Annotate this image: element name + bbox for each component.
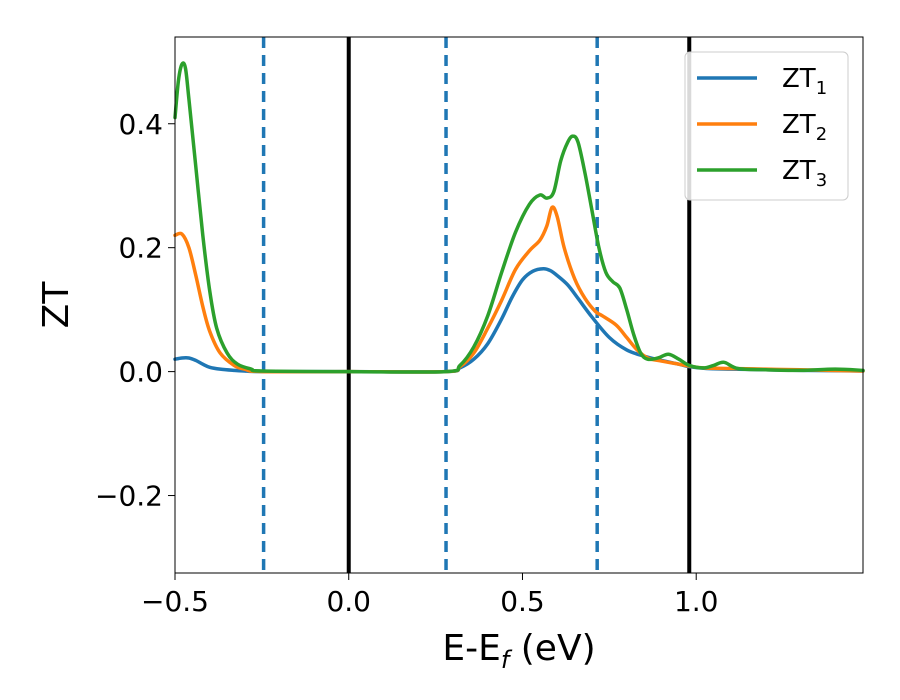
series-line-zt1 (173, 266, 865, 374)
legend-label-zt1: ZT1 (782, 64, 827, 99)
x-tick-label: −0.5 (141, 585, 209, 618)
series-line-zt3 (173, 61, 865, 374)
y-tick-label: 0.4 (118, 108, 163, 141)
y-tick-label: 0.2 (118, 232, 163, 265)
legend-label-zt2: ZT2 (782, 110, 827, 145)
legend: ZT1 ZT2 ZT3 (684, 51, 849, 201)
y-axis-title: ZT (36, 281, 77, 329)
x-axis: −0.5 0.0 0.5 1.0 (141, 573, 718, 618)
legend-label-zt3: ZT3 (782, 156, 827, 191)
x-tick-label: 0.0 (326, 585, 371, 618)
x-axis-title: E-Ef (eV) (442, 628, 595, 674)
y-tick-label: 0.0 (118, 356, 163, 389)
plot-frame (174, 36, 864, 574)
y-axis: −0.2 0.0 0.2 0.4 (95, 108, 175, 513)
x-axis-title-main: E-E (442, 628, 500, 669)
x-axis-title-units: (eV) (509, 628, 595, 669)
y-tick-label: −0.2 (95, 480, 163, 513)
legend-box (684, 51, 849, 201)
x-tick-label: 0.5 (500, 585, 545, 618)
series-line-zt2 (173, 205, 865, 374)
series-layer (173, 61, 865, 374)
x-tick-label: 1.0 (674, 585, 719, 618)
